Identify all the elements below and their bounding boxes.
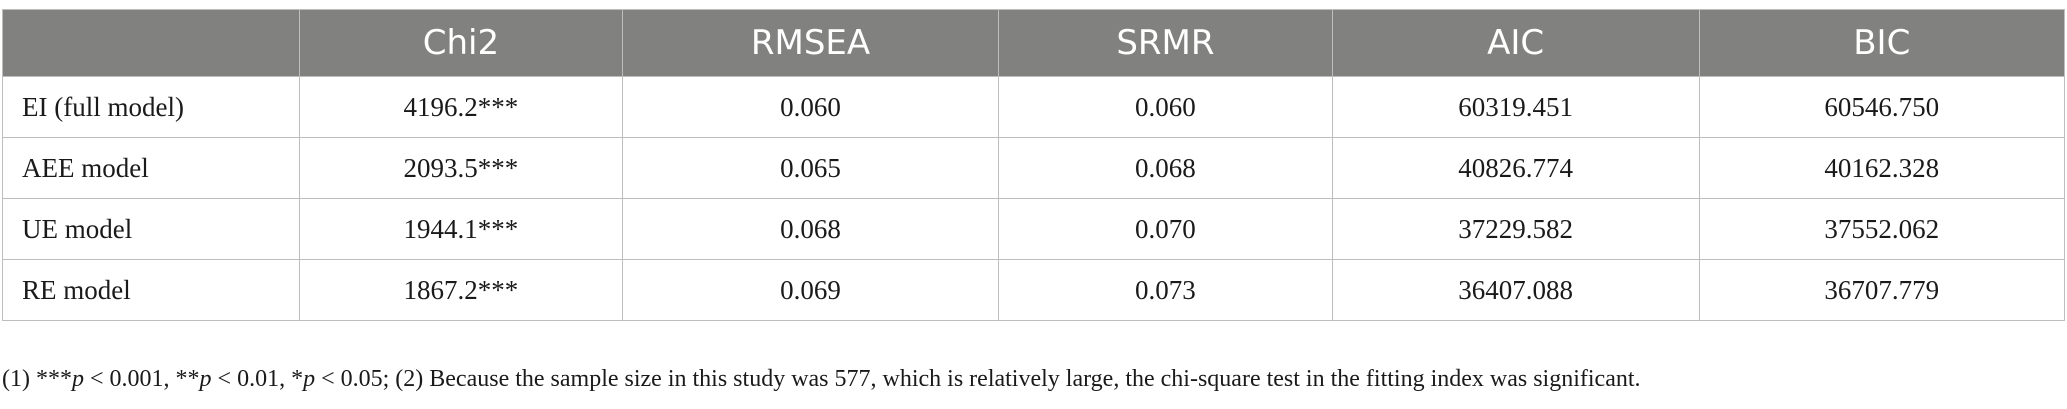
aic-cell: 37229.582 bbox=[1331, 198, 1700, 260]
rmsea-cell: 0.068 bbox=[622, 198, 1000, 260]
header-cell-model bbox=[2, 9, 300, 77]
table-row: EI (full model) 4196.2*** 0.060 0.060 60… bbox=[2, 76, 2066, 138]
footnote-part: < 0.05; (2) Because the sample size in t… bbox=[315, 366, 1641, 392]
srmr-cell: 0.068 bbox=[998, 137, 1333, 199]
header-cell-chi2: Chi2 bbox=[298, 9, 624, 77]
rmsea-cell: 0.060 bbox=[622, 76, 1000, 138]
row-label: UE model bbox=[2, 198, 300, 260]
header-cell-aic: AIC bbox=[1331, 9, 1700, 77]
chi2-cell: 1944.1*** bbox=[298, 198, 624, 260]
chi2-cell: 2093.5*** bbox=[298, 137, 624, 199]
aic-cell: 36407.088 bbox=[1331, 259, 1700, 321]
header-cell-bic: BIC bbox=[1698, 9, 2066, 77]
table-row: UE model 1944.1*** 0.068 0.070 37229.582… bbox=[2, 198, 2066, 260]
fit-indices-table: Chi2 RMSEA SRMR AIC BIC EI (full model) … bbox=[2, 9, 2066, 321]
table-row: RE model 1867.2*** 0.069 0.073 36407.088… bbox=[2, 259, 2066, 321]
footnote-p-symbol: p bbox=[303, 366, 316, 392]
row-label: EI (full model) bbox=[2, 76, 300, 138]
bic-cell: 60546.750 bbox=[1698, 76, 2066, 138]
table-footnote: (1) ***p < 0.001, **p < 0.01, *p < 0.05;… bbox=[2, 366, 1641, 393]
bic-cell: 36707.779 bbox=[1698, 259, 2066, 321]
srmr-cell: 0.070 bbox=[998, 198, 1333, 260]
row-label: AEE model bbox=[2, 137, 300, 199]
footnote-p-symbol: p bbox=[199, 366, 212, 392]
row-label: RE model bbox=[2, 259, 300, 321]
rmsea-cell: 0.069 bbox=[622, 259, 1000, 321]
rmsea-cell: 0.065 bbox=[622, 137, 1000, 199]
chi2-cell: 4196.2*** bbox=[298, 76, 624, 138]
footnote-part: (1) *** bbox=[2, 366, 72, 392]
bic-cell: 37552.062 bbox=[1698, 198, 2066, 260]
table-row: AEE model 2093.5*** 0.065 0.068 40826.77… bbox=[2, 137, 2066, 199]
header-cell-srmr: SRMR bbox=[998, 9, 1333, 77]
footnote-part: < 0.01, * bbox=[211, 366, 304, 392]
srmr-cell: 0.060 bbox=[998, 76, 1333, 138]
chi2-cell: 1867.2*** bbox=[298, 259, 624, 321]
aic-cell: 60319.451 bbox=[1331, 76, 1700, 138]
footnote-p-symbol: p bbox=[71, 366, 84, 392]
srmr-cell: 0.073 bbox=[998, 259, 1333, 321]
header-cell-rmsea: RMSEA bbox=[622, 9, 1000, 77]
bic-cell: 40162.328 bbox=[1698, 137, 2066, 199]
footnote-part: < 0.001, ** bbox=[83, 366, 200, 392]
aic-cell: 40826.774 bbox=[1331, 137, 1700, 199]
table-header-row: Chi2 RMSEA SRMR AIC BIC bbox=[2, 9, 2066, 77]
